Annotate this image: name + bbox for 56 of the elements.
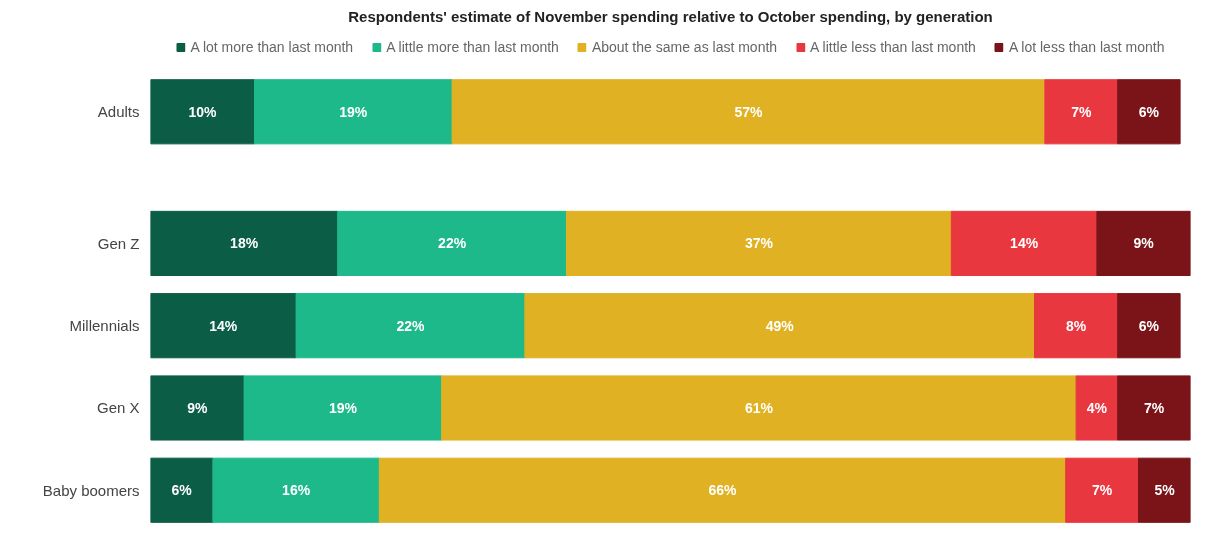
- data-label: 14%: [1010, 235, 1039, 252]
- data-label: 4%: [1086, 399, 1108, 416]
- bar: [150, 457, 214, 523]
- bar: [566, 210, 952, 277]
- data-label: 6%: [1138, 103, 1160, 120]
- bar: [150, 375, 245, 441]
- data-label: 7%: [1143, 399, 1165, 416]
- bar: [1065, 457, 1139, 523]
- bar: [337, 210, 567, 277]
- y-tick-label: Baby boomers: [42, 481, 140, 499]
- chart-title: Respondents' estimate of November spending relative to October spending, by generation: [348, 7, 993, 25]
- y-tick-label: Gen Z: [97, 234, 140, 252]
- legend-label: A little more than last month: [386, 39, 559, 55]
- data-label: 7%: [1091, 482, 1113, 499]
- bar: [441, 375, 1077, 441]
- data-label: 18%: [230, 235, 259, 252]
- data-label: 7%: [1071, 103, 1092, 120]
- data-label: 19%: [328, 399, 358, 416]
- data-label: 6%: [1138, 317, 1160, 334]
- bar: [212, 457, 380, 523]
- data-label: 22%: [438, 235, 467, 252]
- bar: [950, 210, 1098, 277]
- bar: [1117, 293, 1181, 359]
- data-label: 6%: [171, 482, 193, 499]
- bar: [150, 293, 297, 359]
- legend-label: A lot less than last month: [1008, 39, 1165, 55]
- data-label: 61%: [744, 399, 774, 416]
- data-label: 5%: [1154, 482, 1176, 499]
- y-tick-label: Millennials: [69, 317, 140, 335]
- data-label: 66%: [708, 482, 738, 499]
- bar: [150, 210, 339, 277]
- bar: [1138, 457, 1191, 523]
- data-label: 19%: [339, 103, 368, 120]
- bar: [243, 375, 443, 441]
- data-label: 9%: [1133, 235, 1155, 252]
- bar: [1034, 293, 1119, 359]
- bar: [524, 293, 1035, 359]
- data-label: 37%: [744, 235, 774, 252]
- data-label: 57%: [734, 103, 764, 120]
- bar: [1096, 210, 1191, 277]
- bar: [295, 293, 526, 359]
- y-tick-label: Gen X: [96, 399, 140, 417]
- data-label: 14%: [209, 317, 238, 334]
- legend-label: A little less than last month: [810, 39, 976, 55]
- legend-label: About the same as last month: [591, 39, 778, 55]
- data-label: 9%: [187, 399, 208, 416]
- data-label: 10%: [188, 103, 218, 120]
- legend-label: A lot more than last month: [190, 39, 354, 55]
- data-label: 8%: [1065, 317, 1087, 334]
- y-tick-label: Adults: [97, 103, 140, 121]
- bar: [1117, 375, 1191, 441]
- data-label: 22%: [396, 317, 426, 334]
- bar: [378, 457, 1067, 523]
- data-label: 16%: [282, 482, 311, 499]
- bar: [1075, 375, 1119, 441]
- data-label: 49%: [765, 317, 795, 334]
